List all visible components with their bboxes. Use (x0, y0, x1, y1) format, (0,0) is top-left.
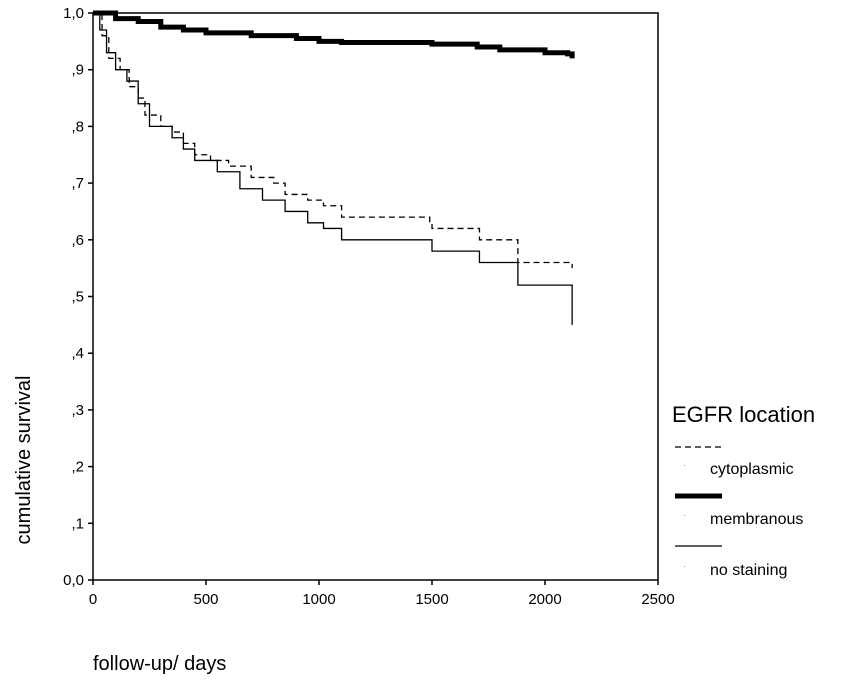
legend-label-no-staining: no staining (710, 562, 787, 579)
x-tick-label: 500 (193, 591, 218, 608)
legend-marker-dot (684, 515, 685, 516)
legend-marker-dot (684, 465, 685, 466)
x-tick-label: 2000 (528, 591, 561, 608)
y-tick-label: ,1 (71, 515, 84, 532)
x-tick-label: 0 (89, 591, 97, 608)
y-tick-label: ,8 (71, 118, 84, 135)
y-tick-label: ,2 (71, 459, 84, 476)
legend-title: EGFR location (672, 402, 815, 427)
series-layer (93, 10, 575, 325)
legend-marker-dot (684, 566, 685, 567)
y-tick-label: ,4 (71, 345, 84, 362)
y-axis: 0,0 ,1 ,2 ,3 ,4 ,5 ,6 ,7 ,8 ,9 1,0 (63, 5, 93, 589)
plot-area (92, 12, 659, 581)
x-tick-label: 1500 (415, 591, 448, 608)
y-tick-label: ,9 (71, 62, 84, 79)
y-tick-label: ,6 (71, 232, 84, 249)
y-axis-title: cumulative survival (13, 376, 35, 545)
y-tick-label: 0,0 (63, 572, 84, 589)
y-tick-label: ,3 (71, 402, 84, 419)
x-tick-label: 2500 (641, 591, 674, 608)
legend-label-cytoplasmic: cytoplasmic (710, 461, 794, 478)
x-axis: 0 500 1000 1500 2000 2500 (89, 580, 675, 608)
series-membranous-line (93, 10, 575, 59)
x-tick-label: 1000 (302, 591, 335, 608)
y-tick-label: ,5 (71, 289, 84, 306)
plot-frame (92, 12, 659, 581)
y-tick-label: ,7 (71, 175, 84, 192)
legend: EGFR location cytoplasmic membranous no st… (672, 402, 815, 579)
legend-label-membranous: membranous (710, 511, 803, 528)
y-tick-label: 1,0 (63, 5, 84, 22)
x-axis-title: follow-up/ days (93, 653, 226, 675)
series-no-staining-line (93, 12, 573, 325)
